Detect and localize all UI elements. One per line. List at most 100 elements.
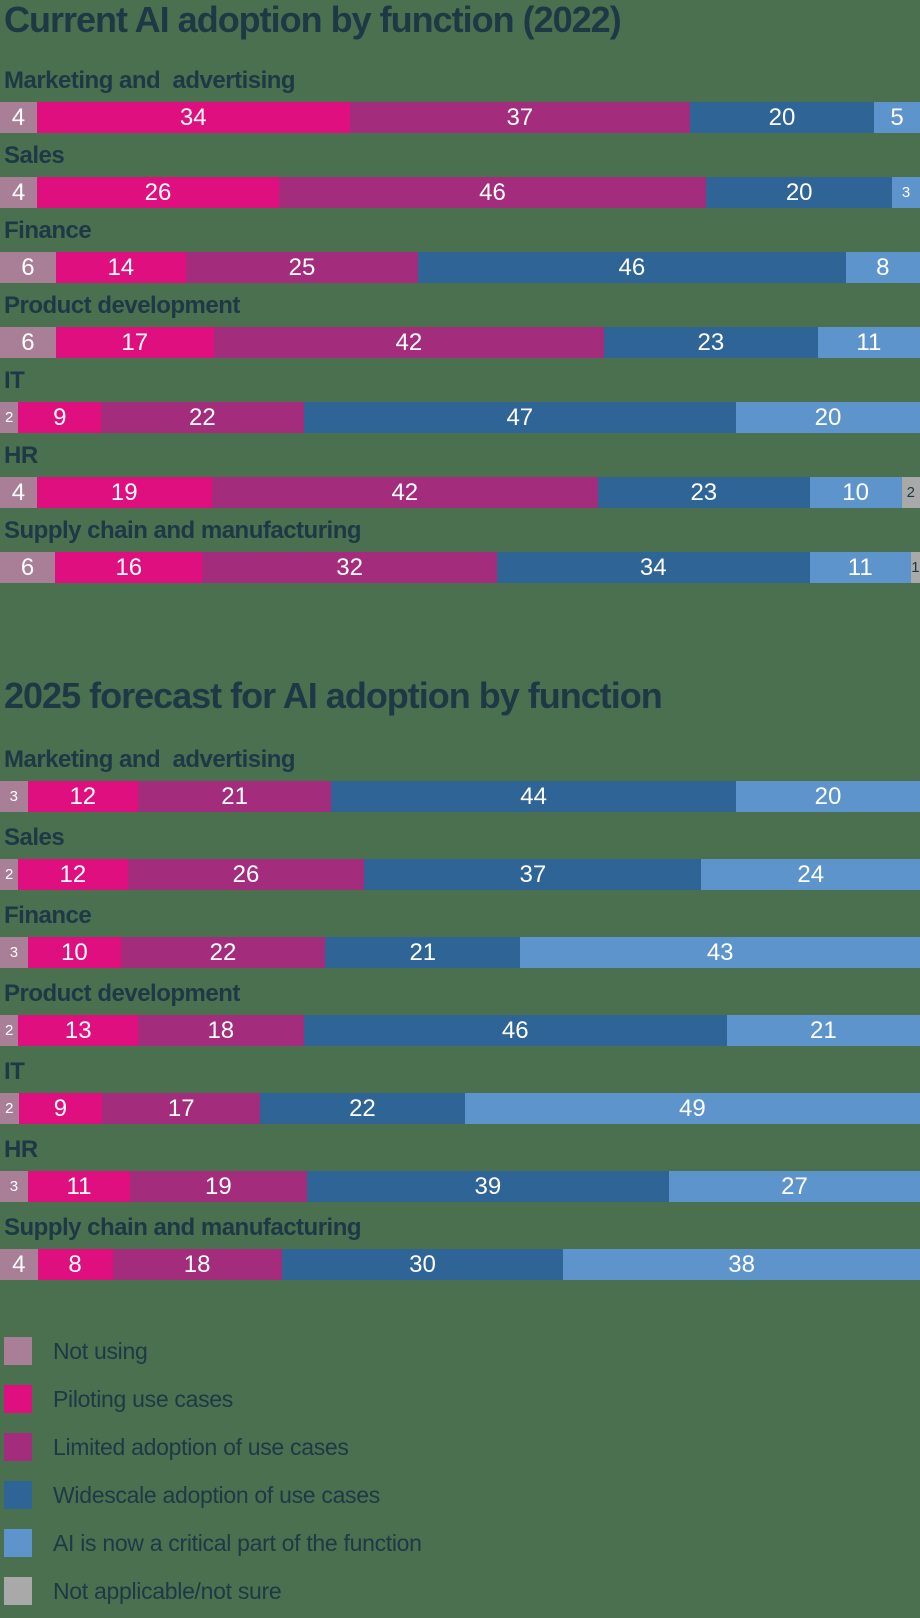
segment-value: 11 [847,553,873,581]
legend-label: Not applicable/not sure [53,1578,282,1604]
bar-segment-piloting: 19 [36,477,212,508]
segment-value: 2 [906,484,915,501]
chart-2022-current-adoption: Marketing and advertising 4 34 37 20 5 Sales 4 2… [0,66,920,583]
stacked-bar: 4 26 46 20 3 [0,177,920,208]
segment-value: 6 [21,328,35,356]
segment-value: 2 [5,409,14,426]
segment-value: 23 [690,478,718,506]
legend-item-critical: AI is now a critical part of the functio… [4,1529,920,1557]
row-label: Sales [4,142,65,169]
legend-swatch-widescale [4,1481,32,1509]
bar-segment-limited: 22 [101,402,304,433]
row-label: IT [4,367,25,394]
segment-value: 42 [391,478,419,506]
bar-segment-piloting: 9 [18,1093,103,1124]
bar-segment-limited: 46 [278,177,707,208]
segment-value: 37 [519,860,547,888]
bar-segment-critical: 20 [736,402,920,433]
bar-segment-not_using: 3 [0,937,28,968]
bar-segment-widescale: 21 [325,937,521,968]
segment-value: 16 [115,553,143,581]
segment-value: 17 [167,1094,195,1122]
segment-value: 11 [66,1172,92,1200]
bar-segment-not_using: 2 [0,402,19,433]
bar-segment-not_using: 3 [0,1171,28,1202]
bar-segment-not_using: 6 [0,252,56,283]
bar-segment-not_using: 3 [0,781,28,812]
chart-row: Finance 6 14 25 46 8 [0,216,920,283]
chart-row: Marketing and advertising 4 34 37 20 5 [0,66,920,133]
bar-segment-piloting: 12 [18,859,128,890]
segment-value: 22 [209,938,237,966]
bar-segment-piloting: 11 [27,1171,131,1202]
row-label: Product development [4,980,240,1007]
segment-value: 3 [9,944,19,961]
chart-title-2022: Current AI adoption by function (2022) [4,0,622,40]
legend-item-piloting: Piloting use cases [4,1385,920,1413]
stacked-bar: 6 16 32 34 11 1 [0,552,920,583]
stacked-bar: 2 9 17 22 49 [0,1093,920,1124]
segment-value: 20 [785,178,813,206]
segment-value: 26 [144,178,172,206]
row-label: Supply chain and manufacturing [4,1214,362,1241]
bar-segment-critical: 49 [464,1093,920,1124]
segment-value: 22 [349,1094,376,1122]
stacked-bar: 3 11 19 39 27 [0,1171,920,1202]
segment-value: 2 [5,1100,14,1117]
segment-value: 5 [890,103,904,131]
bar-segment-not_using: 6 [0,552,56,583]
segment-value: 39 [474,1172,502,1200]
bar-segment-limited: 21 [138,781,332,812]
bar-segment-piloting: 34 [36,102,350,133]
segment-value: 44 [520,782,547,810]
bar-segment-critical: 5 [874,102,920,133]
bar-segment-limited: 19 [130,1171,307,1202]
stacked-bar: 2 12 26 37 24 [0,859,920,890]
bar-segment-critical: 21 [726,1015,920,1046]
bar-segment-not_using: 4 [0,477,37,508]
bar-segment-na: 1 [910,552,920,583]
segment-value: 9 [53,1094,68,1122]
segment-value: 1 [911,559,920,576]
segment-value: 46 [501,1016,529,1044]
bar-segment-critical: 3 [892,177,920,208]
legend-swatch-critical [4,1529,32,1557]
bar-segment-piloting: 26 [37,177,279,208]
legend-swatch-na [4,1577,32,1605]
chart-row: HR 3 11 19 39 27 [0,1135,920,1202]
segment-value: 19 [110,478,138,506]
segment-value: 12 [69,782,97,810]
legend-item-widescale: Widescale adoption of use cases [4,1481,920,1509]
legend-swatch-limited [4,1433,32,1461]
chart-row: Product development 6 17 42 23 11 [0,291,920,358]
segment-value: 6 [20,553,35,581]
chart-row: Product development 2 13 18 46 21 [0,979,920,1046]
row-label: Marketing and advertising [4,746,296,773]
segment-value: 14 [107,253,135,281]
bar-segment-limited: 22 [120,937,326,968]
segment-value: 10 [842,478,869,506]
legend-item-na: Not applicable/not sure [4,1577,920,1605]
bar-segment-piloting: 13 [18,1015,138,1046]
segment-value: 25 [288,253,316,281]
chart-title-2025: 2025 forecast for AI adoption by functio… [4,675,663,716]
segment-value: 34 [639,553,667,581]
segment-value: 3 [9,788,18,805]
segment-value: 20 [814,403,842,431]
bar-segment-critical: 8 [845,252,920,283]
segment-value: 43 [706,938,734,966]
bar-segment-not_using: 4 [0,1249,38,1280]
legend-label: Not using [53,1338,148,1364]
bar-segment-not_using: 6 [0,327,56,358]
stacked-bar: 4 19 42 23 10 2 [0,477,920,508]
legend-label: AI is now a critical part of the functio… [53,1530,422,1556]
legend-item-not_using: Not using [4,1337,920,1365]
chart-row: Marketing and advertising 3 12 21 44 20 [0,745,920,812]
legend-swatch-not_using [4,1337,32,1365]
row-label: HR [4,1136,38,1163]
legend-label: Widescale adoption of use cases [53,1482,380,1508]
row-label: HR [4,442,38,469]
row-label: Sales [4,824,65,851]
bar-segment-critical: 20 [736,781,920,812]
